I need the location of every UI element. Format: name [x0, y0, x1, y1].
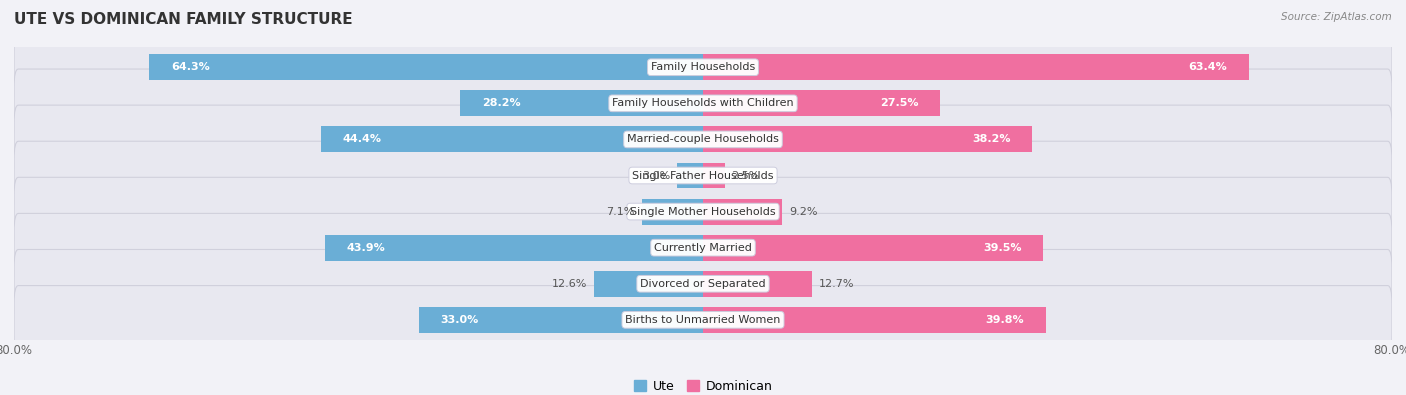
Text: 7.1%: 7.1% — [606, 207, 636, 216]
Bar — [321, 126, 703, 152]
Text: 43.9%: 43.9% — [346, 243, 385, 253]
Bar — [460, 90, 703, 116]
Bar — [643, 199, 703, 225]
FancyBboxPatch shape — [14, 177, 1392, 246]
Text: 33.0%: 33.0% — [440, 315, 478, 325]
FancyBboxPatch shape — [14, 250, 1392, 318]
Text: 2.5%: 2.5% — [731, 171, 759, 181]
Legend: Ute, Dominican: Ute, Dominican — [628, 375, 778, 395]
Bar — [703, 199, 782, 225]
Text: 12.7%: 12.7% — [820, 279, 855, 289]
Bar — [703, 271, 813, 297]
Text: Births to Unmarried Women: Births to Unmarried Women — [626, 315, 780, 325]
Text: Divorced or Separated: Divorced or Separated — [640, 279, 766, 289]
Bar — [703, 54, 1249, 80]
Bar — [325, 235, 703, 261]
Text: 63.4%: 63.4% — [1188, 62, 1227, 72]
Text: 39.5%: 39.5% — [983, 243, 1022, 253]
Bar — [703, 126, 1032, 152]
FancyBboxPatch shape — [14, 141, 1392, 210]
Bar — [678, 162, 703, 188]
Text: 3.0%: 3.0% — [643, 171, 671, 181]
Bar — [703, 90, 939, 116]
Bar — [703, 235, 1043, 261]
Text: Source: ZipAtlas.com: Source: ZipAtlas.com — [1281, 12, 1392, 22]
FancyBboxPatch shape — [14, 105, 1392, 174]
Bar — [703, 162, 724, 188]
Text: 38.2%: 38.2% — [972, 134, 1011, 145]
Text: 9.2%: 9.2% — [789, 207, 818, 216]
Text: Married-couple Households: Married-couple Households — [627, 134, 779, 145]
Text: Single Mother Households: Single Mother Households — [630, 207, 776, 216]
Text: 27.5%: 27.5% — [880, 98, 918, 108]
Bar — [419, 307, 703, 333]
Bar — [595, 271, 703, 297]
Text: 39.8%: 39.8% — [986, 315, 1024, 325]
Text: Family Households with Children: Family Households with Children — [612, 98, 794, 108]
FancyBboxPatch shape — [14, 33, 1392, 102]
Text: UTE VS DOMINICAN FAMILY STRUCTURE: UTE VS DOMINICAN FAMILY STRUCTURE — [14, 12, 353, 27]
Bar — [703, 307, 1046, 333]
Text: Currently Married: Currently Married — [654, 243, 752, 253]
Text: 28.2%: 28.2% — [482, 98, 520, 108]
FancyBboxPatch shape — [14, 286, 1392, 354]
FancyBboxPatch shape — [14, 69, 1392, 137]
Text: 64.3%: 64.3% — [170, 62, 209, 72]
Text: 44.4%: 44.4% — [342, 134, 381, 145]
Text: Family Households: Family Households — [651, 62, 755, 72]
Text: 12.6%: 12.6% — [553, 279, 588, 289]
Text: Single Father Households: Single Father Households — [633, 171, 773, 181]
Bar — [149, 54, 703, 80]
FancyBboxPatch shape — [14, 213, 1392, 282]
